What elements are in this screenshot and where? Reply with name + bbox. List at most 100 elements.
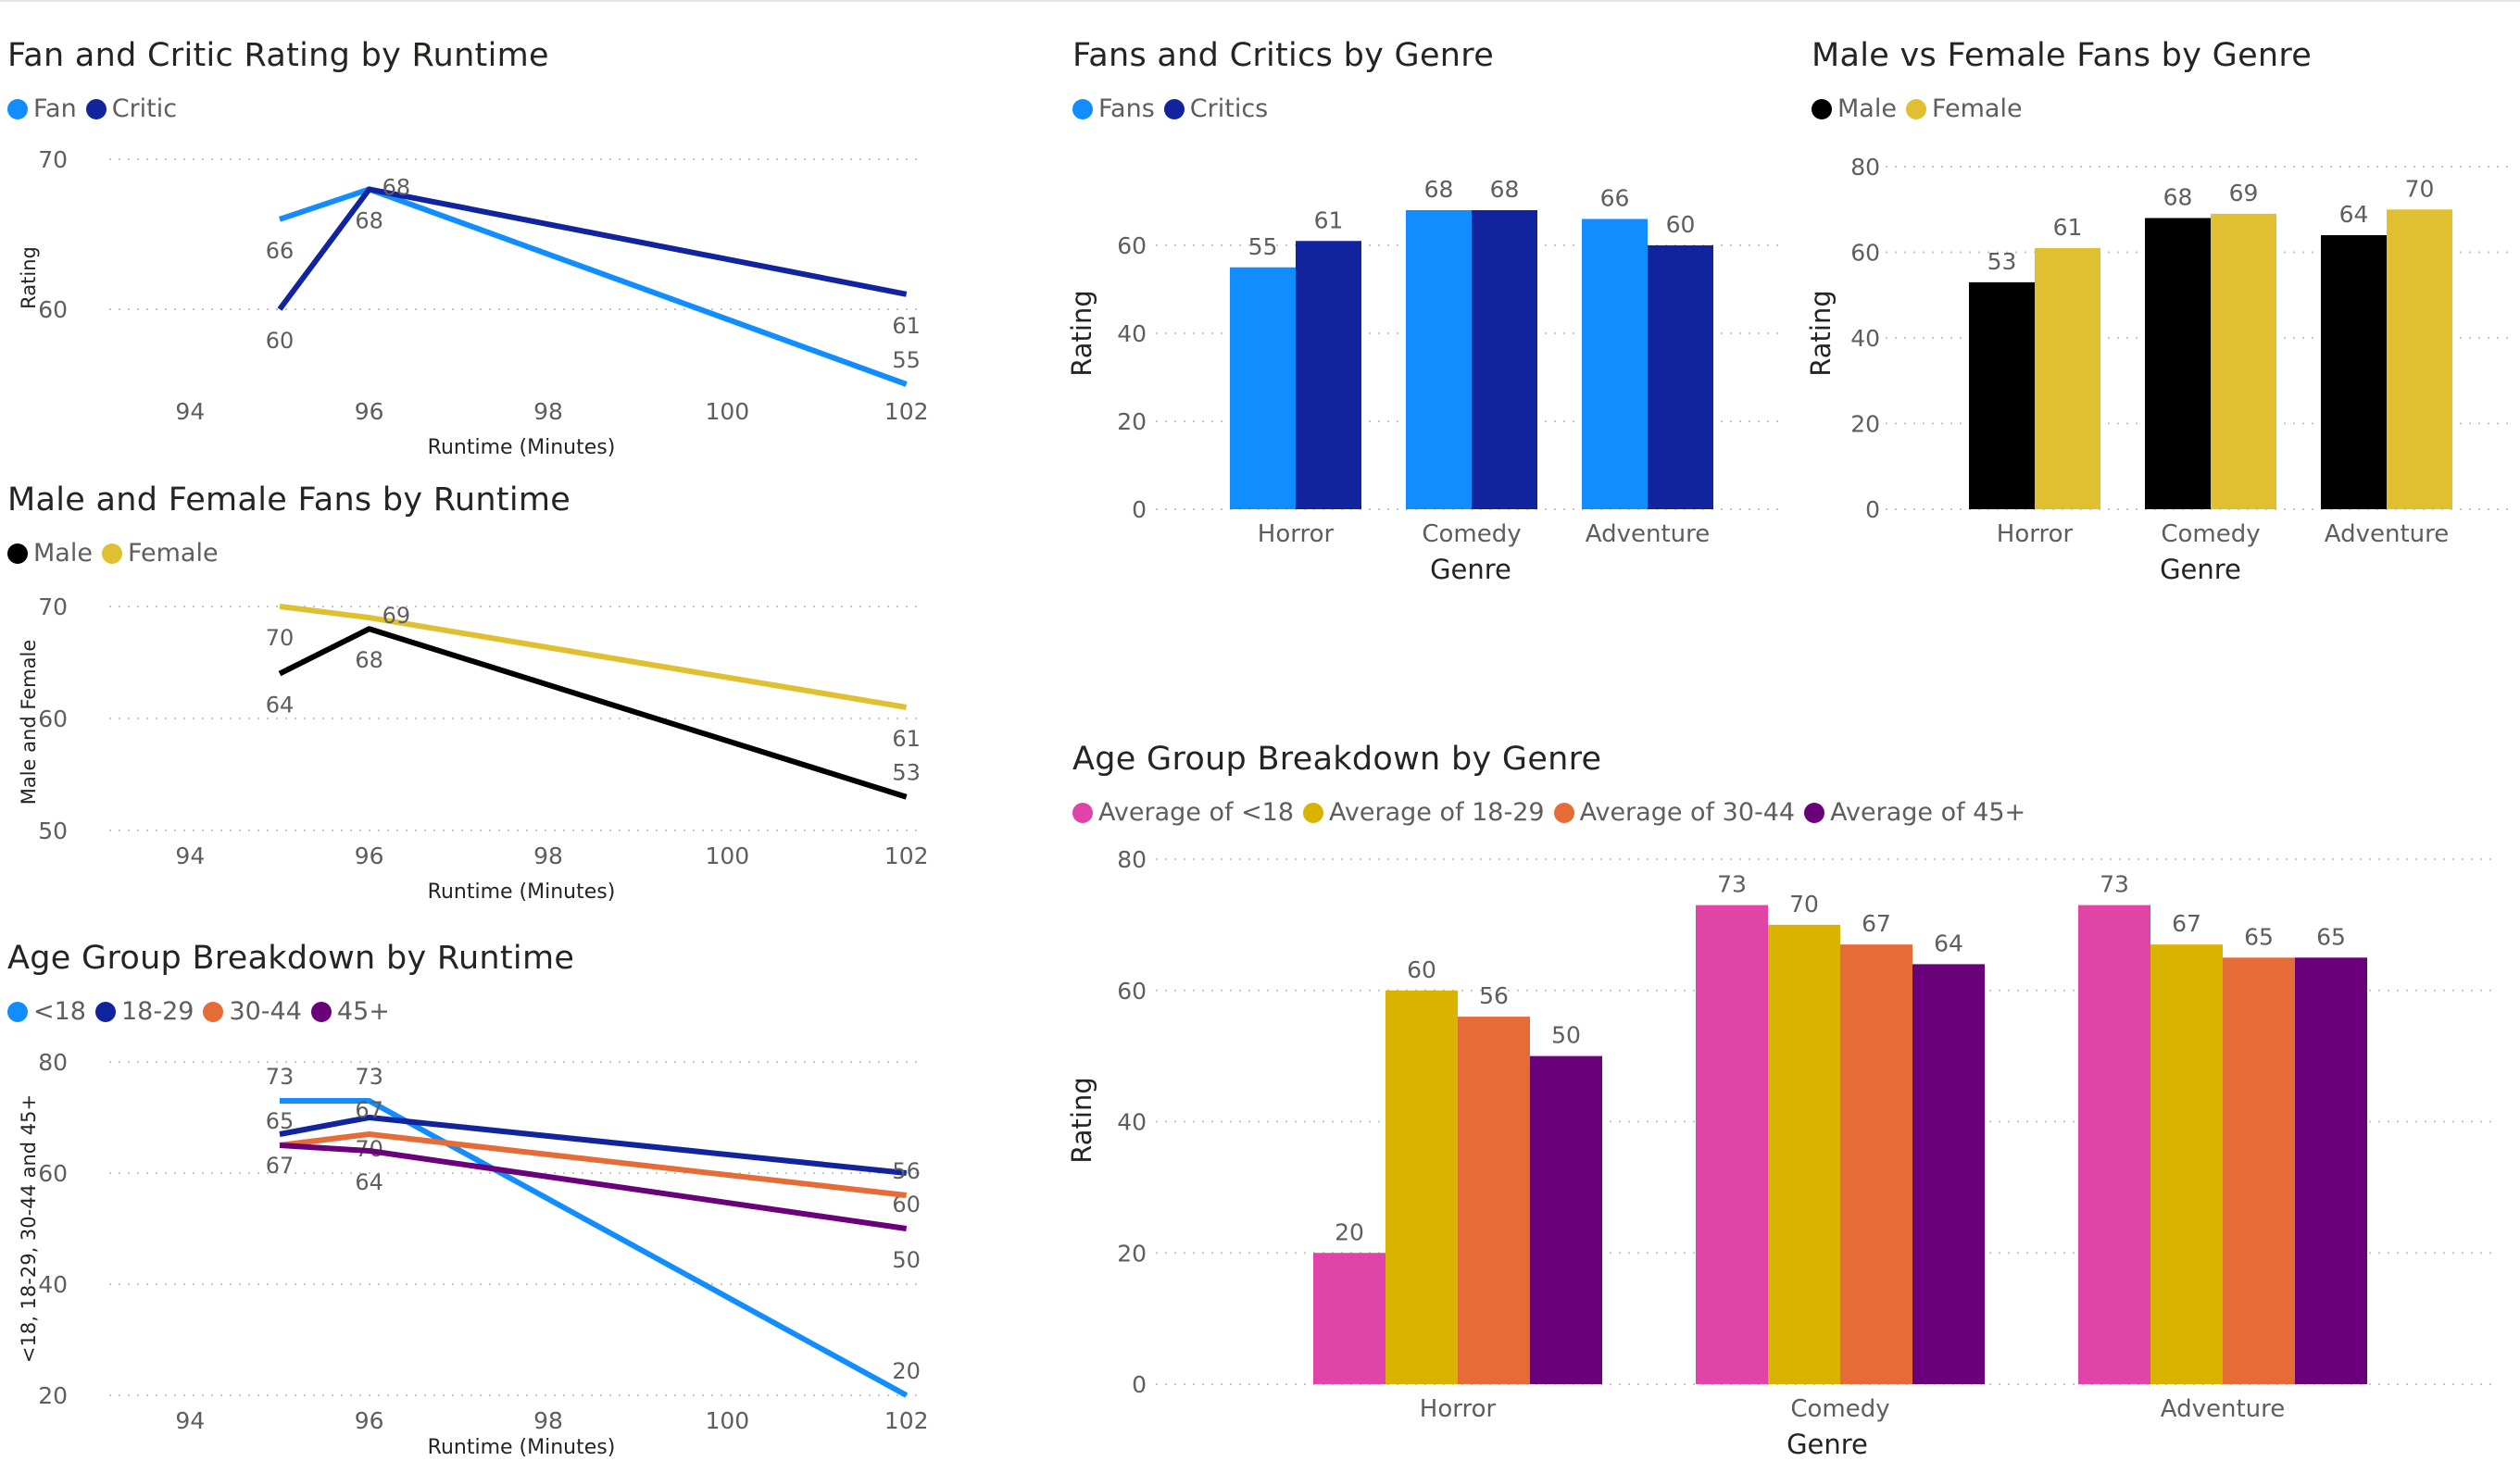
- x-axis-title: Genre: [1430, 554, 1511, 585]
- bar-comedy-0: [1406, 210, 1472, 509]
- y-tick-label: 0: [1132, 496, 1147, 523]
- legend-item-45-plus[interactable]: 45+: [310, 997, 390, 1026]
- bar-adventure-2: [2223, 957, 2295, 1384]
- data-label: 61: [2053, 214, 2083, 241]
- y-tick-label: 60: [38, 1160, 68, 1187]
- bar-adventure-1: [2150, 944, 2223, 1384]
- x-tick-label: 98: [533, 398, 563, 425]
- data-label: 56: [1479, 982, 1509, 1009]
- x-tick-label: Horror: [1997, 520, 2074, 548]
- bar-horror-3: [1530, 1055, 1602, 1384]
- bar-adventure-1: [1648, 245, 1713, 509]
- data-label: 60: [1407, 956, 1436, 983]
- data-label: 20: [892, 1358, 921, 1384]
- legend-marker: [1553, 802, 1574, 823]
- legend-label: 18-29: [120, 997, 194, 1026]
- x-tick-label: 96: [355, 398, 384, 425]
- legend-item-avg-30-44[interactable]: Average of 30-44: [1553, 798, 1795, 827]
- legend-item-avg-under-18[interactable]: Average of <18: [1072, 798, 1294, 827]
- x-axis-title: Runtime (Minutes): [428, 880, 616, 904]
- y-axis-title: <18, 18-29, 30-44 and 45+: [18, 1094, 40, 1363]
- legend-item-critics[interactable]: Critics: [1163, 94, 1268, 123]
- legend-item-male[interactable]: Male: [1812, 94, 1897, 123]
- data-label: 65: [2244, 923, 2274, 950]
- data-label: 55: [892, 347, 921, 373]
- legend-item-female[interactable]: Female: [101, 539, 219, 568]
- legend-label: Average of <18: [1098, 798, 1295, 827]
- bar-chart-fans-critics: Rating Genre 0 20 40 60 55 61 Horror 68 68 Comedy 66…: [1066, 176, 1786, 585]
- y-tick-label: 40: [1850, 325, 1880, 352]
- legend-item-avg-18-29[interactable]: Average of 18-29: [1303, 798, 1545, 827]
- series-line-male: [278, 626, 908, 800]
- data-label: 68: [2163, 184, 2193, 211]
- legend: Male Female: [1812, 94, 2032, 123]
- bar-comedy-0: [1696, 905, 1768, 1384]
- y-tick-label: 40: [1117, 320, 1147, 347]
- y-tick-label: 80: [1850, 154, 1880, 181]
- panel-fan-critic-runtime: Fan and Critic Rating by Runtime Fan Cri…: [7, 37, 934, 472]
- legend-marker: [94, 1001, 116, 1022]
- legend-marker: [101, 543, 122, 564]
- legend-marker: [1905, 98, 1926, 119]
- chart-title: Male and Female Fans by Runtime: [7, 481, 571, 518]
- legend-marker: [1804, 802, 1825, 823]
- bar-horror-1: [1296, 241, 1361, 509]
- legend: <18 18-29 30-44 45+: [7, 997, 399, 1026]
- legend-marker: [1072, 802, 1093, 823]
- legend-marker: [1812, 98, 1832, 119]
- legend-marker: [203, 1001, 224, 1022]
- data-label: 65: [266, 1108, 295, 1134]
- chart-title: Fan and Critic Rating by Runtime: [7, 37, 549, 74]
- data-label: 68: [1490, 176, 1520, 203]
- legend-item-avg-45-plus[interactable]: Average of 45+: [1804, 798, 2025, 827]
- legend-label: Female: [127, 539, 219, 568]
- legend-marker: [1303, 802, 1324, 823]
- data-label: 73: [355, 1064, 383, 1090]
- legend-item-30-44[interactable]: 30-44: [203, 997, 302, 1026]
- data-label: 61: [1314, 206, 1344, 233]
- legend-item-critic[interactable]: Critic: [85, 94, 177, 123]
- legend-item-fans[interactable]: Fans: [1072, 94, 1155, 123]
- data-label: 64: [355, 1169, 383, 1195]
- legend-item-18-29[interactable]: 18-29: [94, 997, 194, 1026]
- bar-comedy-0: [2145, 218, 2211, 509]
- chart-title: Age Group Breakdown by Genre: [1072, 741, 1602, 778]
- bar-adventure-0: [1582, 219, 1648, 509]
- legend-marker: [1163, 98, 1185, 119]
- x-tick-label: 94: [175, 398, 205, 425]
- legend-item-male[interactable]: Male: [7, 539, 93, 568]
- y-tick-label: 60: [38, 706, 68, 732]
- legend-marker: [7, 543, 28, 564]
- data-label: 68: [355, 647, 383, 673]
- legend-item-under-18[interactable]: <18: [7, 997, 86, 1026]
- y-axis-title: Rating: [1066, 290, 1097, 377]
- x-tick-label: 94: [175, 1407, 205, 1434]
- bar-adventure-1: [2387, 209, 2452, 509]
- x-tick-label: Horror: [1258, 520, 1335, 548]
- legend-label: Average of 45+: [1830, 798, 2026, 827]
- legend-label: Fans: [1098, 94, 1155, 123]
- bar-horror-1: [2035, 247, 2100, 509]
- y-tick-label: 20: [1117, 408, 1147, 435]
- data-label: 70: [2405, 175, 2435, 202]
- legend-item-female[interactable]: Female: [1905, 94, 2023, 123]
- data-label: 69: [2229, 180, 2259, 206]
- bar-horror-0: [1230, 267, 1296, 509]
- legend-marker: [310, 1001, 332, 1022]
- y-axis-title: Rating: [18, 246, 40, 309]
- bar-comedy-1: [2211, 213, 2276, 509]
- legend-marker: [1072, 98, 1093, 119]
- legend: Male Female: [7, 539, 228, 568]
- legend-marker: [7, 1001, 28, 1022]
- legend-label: Female: [1931, 94, 2023, 123]
- data-label: 61: [892, 313, 921, 339]
- legend-label: Male: [1837, 94, 1897, 123]
- x-tick-label: 102: [884, 843, 929, 869]
- y-axis-title: Rating: [1805, 290, 1837, 377]
- data-label: 73: [266, 1064, 295, 1090]
- x-tick-label: 94: [175, 843, 205, 869]
- y-tick-label: 20: [1117, 1240, 1147, 1267]
- legend-item-fan[interactable]: Fan: [7, 94, 77, 123]
- x-tick-label: Comedy: [2161, 520, 2260, 548]
- y-tick-label: 40: [1117, 1109, 1147, 1136]
